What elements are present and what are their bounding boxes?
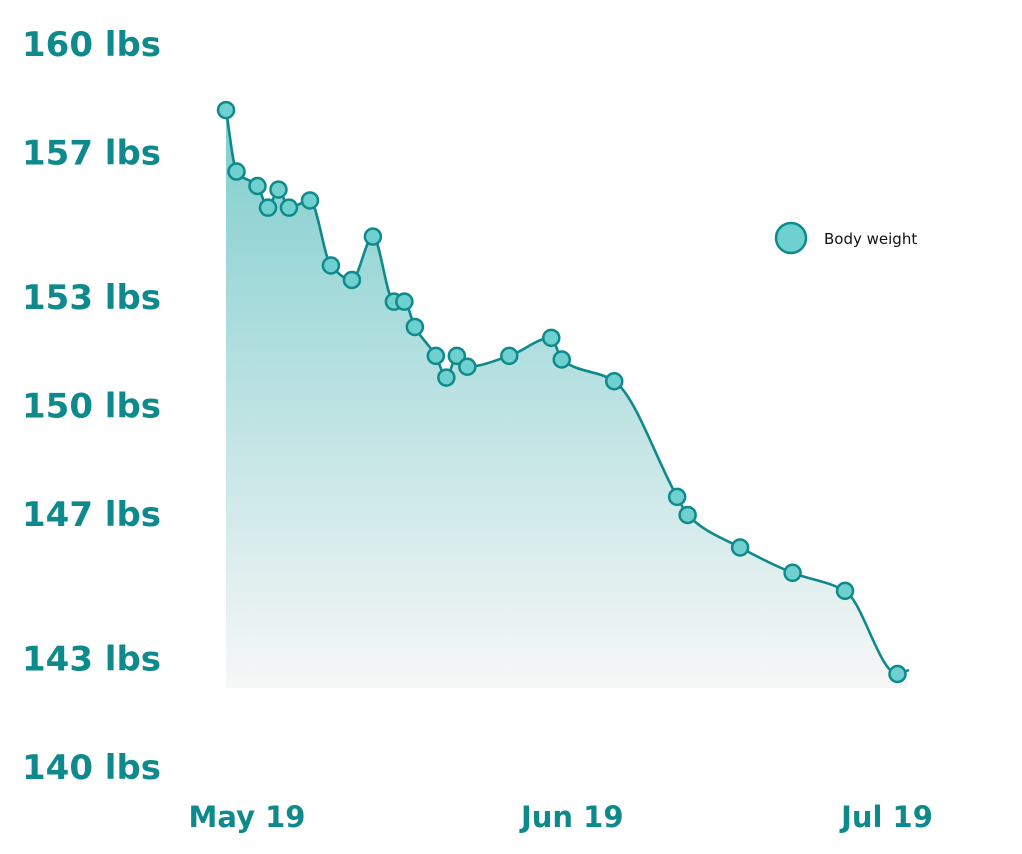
data-point[interactable]: [321, 256, 341, 275]
data-point[interactable]: [542, 328, 561, 348]
y-tick-label: 140 lbs: [22, 748, 161, 788]
data-point[interactable]: [227, 162, 246, 181]
y-axis: 140 lbs 143 lbs 147 lbs 150 lbs 153 lbs 157 l…: [22, 25, 161, 788]
x-tick-label: May 19: [189, 800, 306, 834]
legend-label-body-weight: Body weight: [824, 230, 917, 248]
data-point[interactable]: [835, 581, 855, 601]
data-point[interactable]: [888, 664, 907, 684]
data-point[interactable]: [458, 357, 477, 376]
data-point[interactable]: [363, 227, 383, 246]
weight-area-fill: [226, 110, 908, 688]
y-tick-label: 157 lbs: [22, 133, 161, 173]
data-point[interactable]: [604, 371, 624, 391]
data-point[interactable]: [552, 350, 572, 369]
data-point[interactable]: [279, 198, 299, 217]
x-axis: May 19 Jun 19 Jul 19: [189, 800, 933, 834]
data-point[interactable]: [678, 505, 697, 525]
data-point[interactable]: [342, 270, 362, 290]
y-tick-label: 143 lbs: [22, 640, 161, 680]
x-tick-label: Jul 19: [839, 800, 933, 834]
data-point[interactable]: [216, 100, 236, 120]
data-point[interactable]: [730, 538, 750, 557]
data-point[interactable]: [248, 176, 267, 196]
legend: Body weight: [774, 221, 917, 255]
y-tick-label: 160 lbs: [22, 25, 161, 65]
y-tick-label: 150 lbs: [22, 387, 161, 427]
weight-points: [216, 100, 907, 684]
y-tick-label: 147 lbs: [22, 495, 161, 535]
data-point[interactable]: [500, 346, 519, 366]
data-point[interactable]: [783, 563, 802, 583]
data-point[interactable]: [269, 180, 288, 199]
data-point[interactable]: [667, 487, 687, 507]
data-point[interactable]: [437, 368, 456, 387]
y-tick-label: 153 lbs: [22, 278, 161, 318]
legend-marker-body-weight: [774, 221, 808, 255]
data-point[interactable]: [426, 346, 446, 366]
data-point[interactable]: [447, 346, 467, 366]
data-point[interactable]: [405, 317, 425, 337]
data-point[interactable]: [300, 191, 320, 210]
data-point[interactable]: [395, 292, 414, 311]
data-point[interactable]: [258, 198, 278, 217]
x-tick-label: Jun 19: [519, 800, 624, 834]
